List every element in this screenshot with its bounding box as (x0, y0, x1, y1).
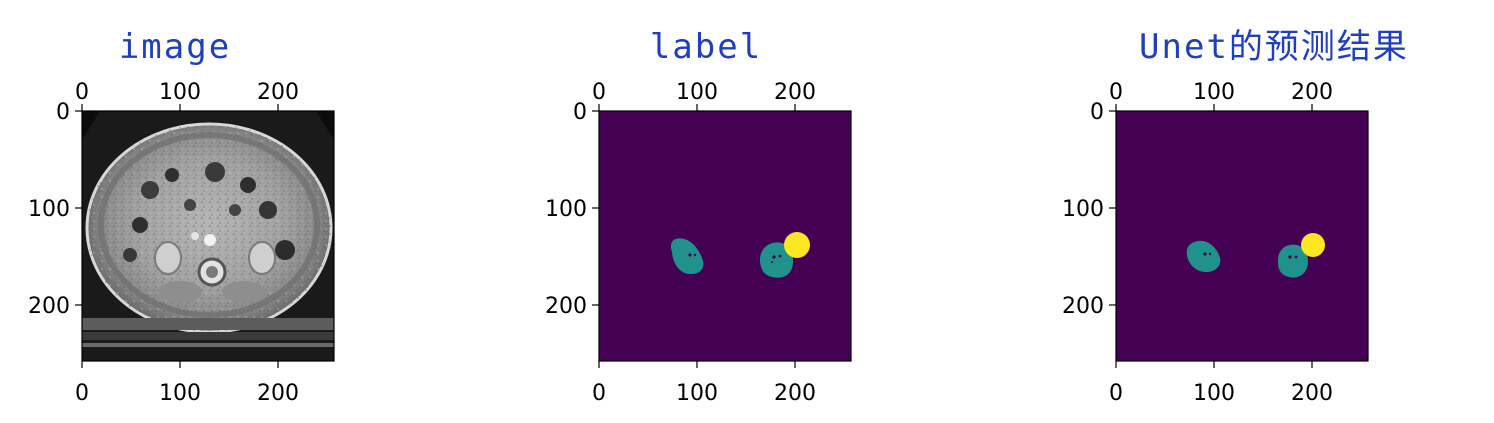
tick-label: 200 (774, 381, 816, 406)
tick-label: 100 (1193, 381, 1235, 406)
tick-label: 0 (1109, 381, 1123, 406)
axes-frame-prediction (1115, 110, 1369, 362)
tumor-region (784, 232, 810, 258)
segmentation-background (1116, 111, 1368, 361)
tick-label: 0 (592, 381, 606, 406)
panel-prediction: Unet的预测结果 0 100 200 0 100 200 (1062, 27, 1409, 406)
tick-label: 100 (545, 197, 587, 222)
axes-frame-image (81, 110, 335, 362)
y-ticks-image: 0 100 200 (28, 100, 82, 319)
panel-image: image (28, 27, 335, 406)
tick-label: 200 (257, 80, 299, 105)
tick-label: 0 (573, 100, 587, 125)
tick-label: 100 (676, 80, 718, 105)
tumor-region (1301, 233, 1325, 257)
tick-label: 0 (1109, 80, 1123, 105)
x-ticks-bottom-label: 0 100 200 (592, 361, 816, 406)
kidney-region-right (1277, 244, 1308, 278)
tick-label: 200 (774, 80, 816, 105)
tick-label: 0 (1090, 100, 1104, 125)
tick-label: 100 (159, 381, 201, 406)
tick-label: 0 (75, 381, 89, 406)
kidney-region-left (1186, 240, 1221, 272)
tick-label: 200 (1291, 381, 1333, 406)
axes-frame-label (598, 110, 852, 362)
tick-label: 200 (1062, 294, 1104, 319)
tick-label: 0 (592, 80, 606, 105)
tick-label: 100 (1193, 80, 1235, 105)
tick-label: 200 (28, 294, 70, 319)
x-ticks-top-image: 0 100 200 (75, 80, 299, 111)
segmentation-background (599, 111, 851, 361)
ct-image (82, 111, 334, 361)
tick-label: 100 (1062, 197, 1104, 222)
x-ticks-bottom-image: 0 100 200 (75, 361, 299, 406)
kidney-region-right (759, 242, 794, 278)
tick-label: 0 (75, 80, 89, 105)
tick-label: 0 (56, 100, 70, 125)
y-ticks-prediction: 0 100 200 (1062, 100, 1116, 319)
kidney-region-left (670, 238, 704, 275)
tick-label: 100 (676, 381, 718, 406)
tick-label: 100 (28, 197, 70, 222)
x-ticks-top-prediction: 0 100 200 (1109, 80, 1333, 111)
tick-label: 200 (545, 294, 587, 319)
panel-title-image: image (119, 27, 231, 67)
x-ticks-bottom-prediction: 0 100 200 (1109, 361, 1333, 406)
y-ticks-label: 0 100 200 (545, 100, 599, 319)
panel-title-label: label (650, 27, 762, 67)
panel-title-prediction: Unet的预测结果 (1139, 27, 1409, 67)
panel-label: label 0 100 200 0 100 200 (545, 27, 852, 406)
tick-label: 200 (1291, 80, 1333, 105)
tick-label: 100 (159, 80, 201, 105)
tick-label: 200 (257, 381, 299, 406)
x-ticks-top-label: 0 100 200 (592, 80, 816, 111)
